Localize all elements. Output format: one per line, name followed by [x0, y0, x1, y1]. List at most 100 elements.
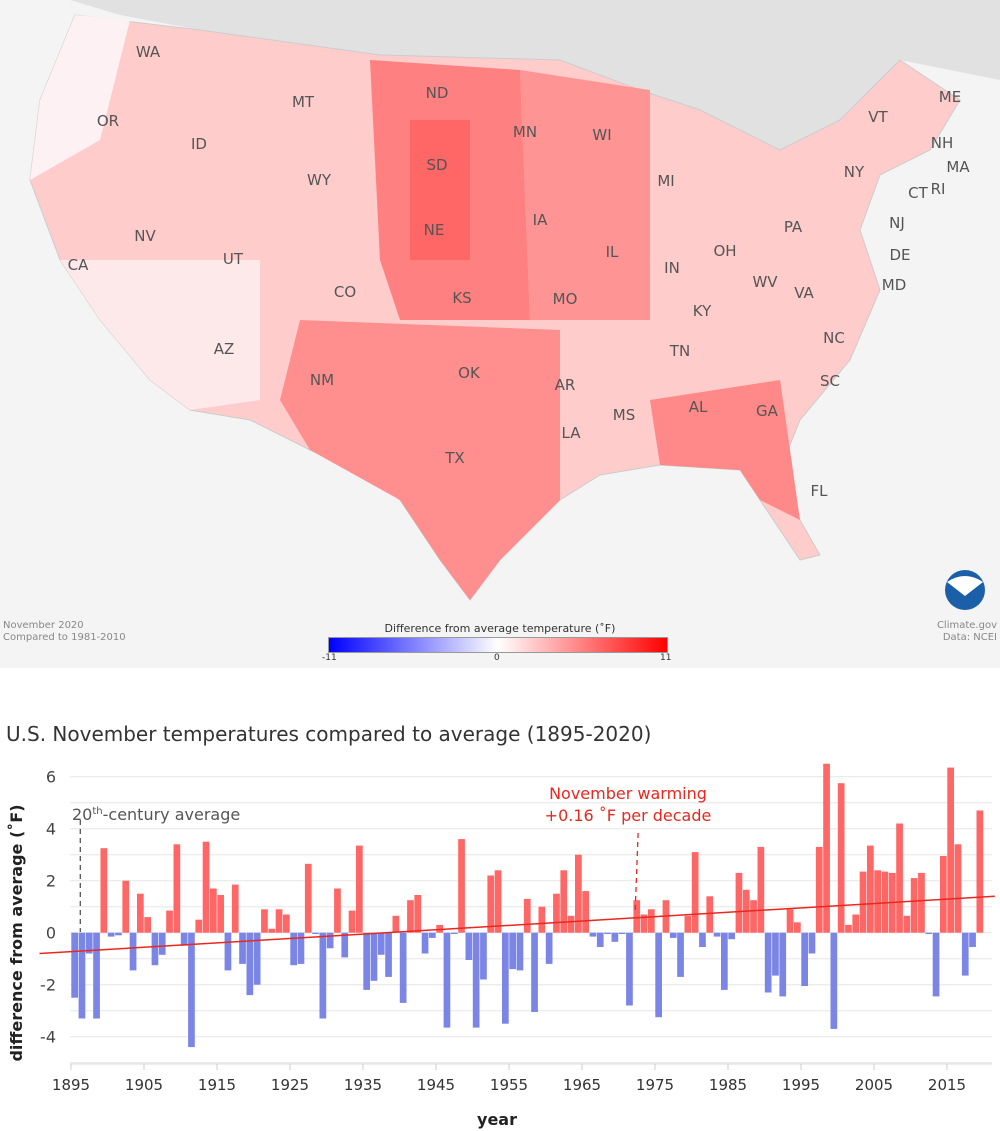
y-tick-label: 6: [46, 768, 56, 787]
temperature-anomaly-map: WA OR ID MT ND SD WY NE MN WI MI IA IL IN OH PA NY VT ME NH…: [0, 0, 1000, 668]
bar-1938: [385, 932, 392, 977]
bar-1964: [575, 854, 582, 933]
bar-1917: [231, 884, 239, 933]
bar-1951: [480, 932, 487, 980]
annotations: 20th-century average November warming +0.1…: [72, 784, 711, 932]
state-label-ma: MA: [946, 158, 970, 176]
bar-1930: [326, 932, 334, 949]
state-label-ga: GA: [756, 402, 779, 420]
region-southern-plains: [280, 320, 560, 600]
bar-1963: [567, 915, 575, 933]
state-label-ks: KS: [452, 289, 471, 307]
bar-1932: [341, 932, 349, 958]
x-tick-label: 1905: [125, 1076, 163, 1094]
bar-1911: [188, 932, 195, 1048]
bar-1959: [538, 906, 546, 933]
map-data-credit: Data: NCEI: [942, 632, 997, 643]
bar-2008: [896, 823, 903, 933]
x-tick-label: 1935: [344, 1076, 382, 1094]
bar-1924: [283, 914, 290, 933]
bar-1914: [210, 888, 217, 933]
bar-1941: [407, 900, 414, 933]
x-tick-label: 1995: [782, 1076, 820, 1094]
state-label-de: DE: [889, 246, 910, 264]
chart-title: U.S. November temperatures compared to a…: [6, 722, 652, 746]
state-label-pa: PA: [784, 218, 803, 236]
bar-1908: [166, 910, 173, 933]
state-label-nc: NC: [823, 329, 845, 347]
bar-1929: [319, 932, 327, 1019]
x-tick-label: 1975: [636, 1076, 674, 1094]
bar-1956: [516, 932, 524, 971]
bar-1977: [669, 932, 677, 938]
region-upper-midwest: [520, 70, 650, 320]
bar-1909: [173, 844, 181, 933]
y-tick-label: -4: [40, 1028, 56, 1047]
y-axis-label: difference from average (˚F): [7, 804, 26, 1061]
bar-1983: [713, 932, 721, 937]
bar-1912: [195, 919, 203, 933]
map-caption-right: Climate.gov Data: NCEI: [937, 620, 997, 644]
bar-1943: [421, 932, 429, 954]
bar-1927: [304, 863, 312, 933]
state-label-ky: KY: [693, 302, 712, 320]
x-tick-label: 1965: [563, 1076, 601, 1094]
state-label-wy: WY: [307, 171, 332, 189]
bar-1944: [429, 932, 436, 938]
bar-1978: [677, 932, 684, 977]
bar-chart: 6 4 2 0 -2 -4 1895 1905 1915 1925 1935 1945 1955 196…: [7, 763, 995, 1129]
bar-1984: [721, 932, 728, 990]
state-label-ia: IA: [533, 211, 548, 229]
state-label-sd: SD: [426, 156, 447, 174]
bar-1966: [589, 932, 597, 937]
state-label-ar: AR: [555, 376, 576, 394]
bar-1979: [684, 915, 692, 933]
bar-2013: [932, 932, 940, 997]
bar-2017: [961, 932, 969, 976]
bar-1895: [71, 932, 78, 998]
bar-1994: [794, 922, 801, 933]
bar-1954: [502, 932, 509, 1024]
legend-tick-mid: 0: [494, 653, 500, 663]
bar-2012: [925, 932, 933, 934]
y-tick-label: -2: [40, 976, 56, 995]
bar-1901: [115, 932, 122, 936]
bar-1948: [458, 839, 465, 933]
bar-2016: [954, 844, 962, 933]
bar-1995: [801, 932, 808, 986]
bar-2000: [837, 783, 845, 933]
map-caption-left: November 2020 Compared to 1981-2010: [3, 620, 126, 644]
bar-1969: [611, 932, 619, 942]
state-label-tn: TN: [669, 342, 690, 360]
state-label-ri: RI: [931, 180, 946, 198]
annotation-warming-rate: +0.16 ˚F per decade: [545, 806, 712, 825]
trend-marker: [634, 832, 639, 914]
bar-1986: [735, 872, 743, 933]
x-tick-label: 1945: [417, 1076, 455, 1094]
bar-2009: [903, 915, 911, 933]
bar-1940: [399, 932, 407, 1003]
bar-1960: [545, 932, 553, 964]
bar-1915: [217, 895, 224, 933]
bar-1971: [626, 932, 633, 1006]
state-label-wv: WV: [752, 273, 778, 291]
bar-1991: [772, 932, 779, 976]
x-tick-label: 1915: [198, 1076, 236, 1094]
state-label-ne: NE: [424, 221, 445, 239]
bar-1985: [728, 932, 735, 940]
state-label-la: LA: [562, 424, 582, 442]
bar-2005: [874, 870, 881, 933]
noaa-logo-bird: [947, 576, 983, 596]
map-date: November 2020: [3, 620, 84, 631]
state-label-nm: NM: [310, 371, 334, 389]
y-tick-label: 0: [46, 924, 56, 943]
bar-1973: [640, 914, 648, 933]
bar-1931: [334, 888, 341, 933]
bar-1937: [377, 932, 385, 955]
bar-1907: [158, 932, 166, 955]
x-axis-label: year: [477, 1110, 517, 1129]
bar-1990: [764, 932, 772, 993]
state-label-ms: MS: [613, 406, 635, 424]
bar-1903: [129, 932, 137, 971]
state-label-wa: WA: [136, 43, 161, 61]
